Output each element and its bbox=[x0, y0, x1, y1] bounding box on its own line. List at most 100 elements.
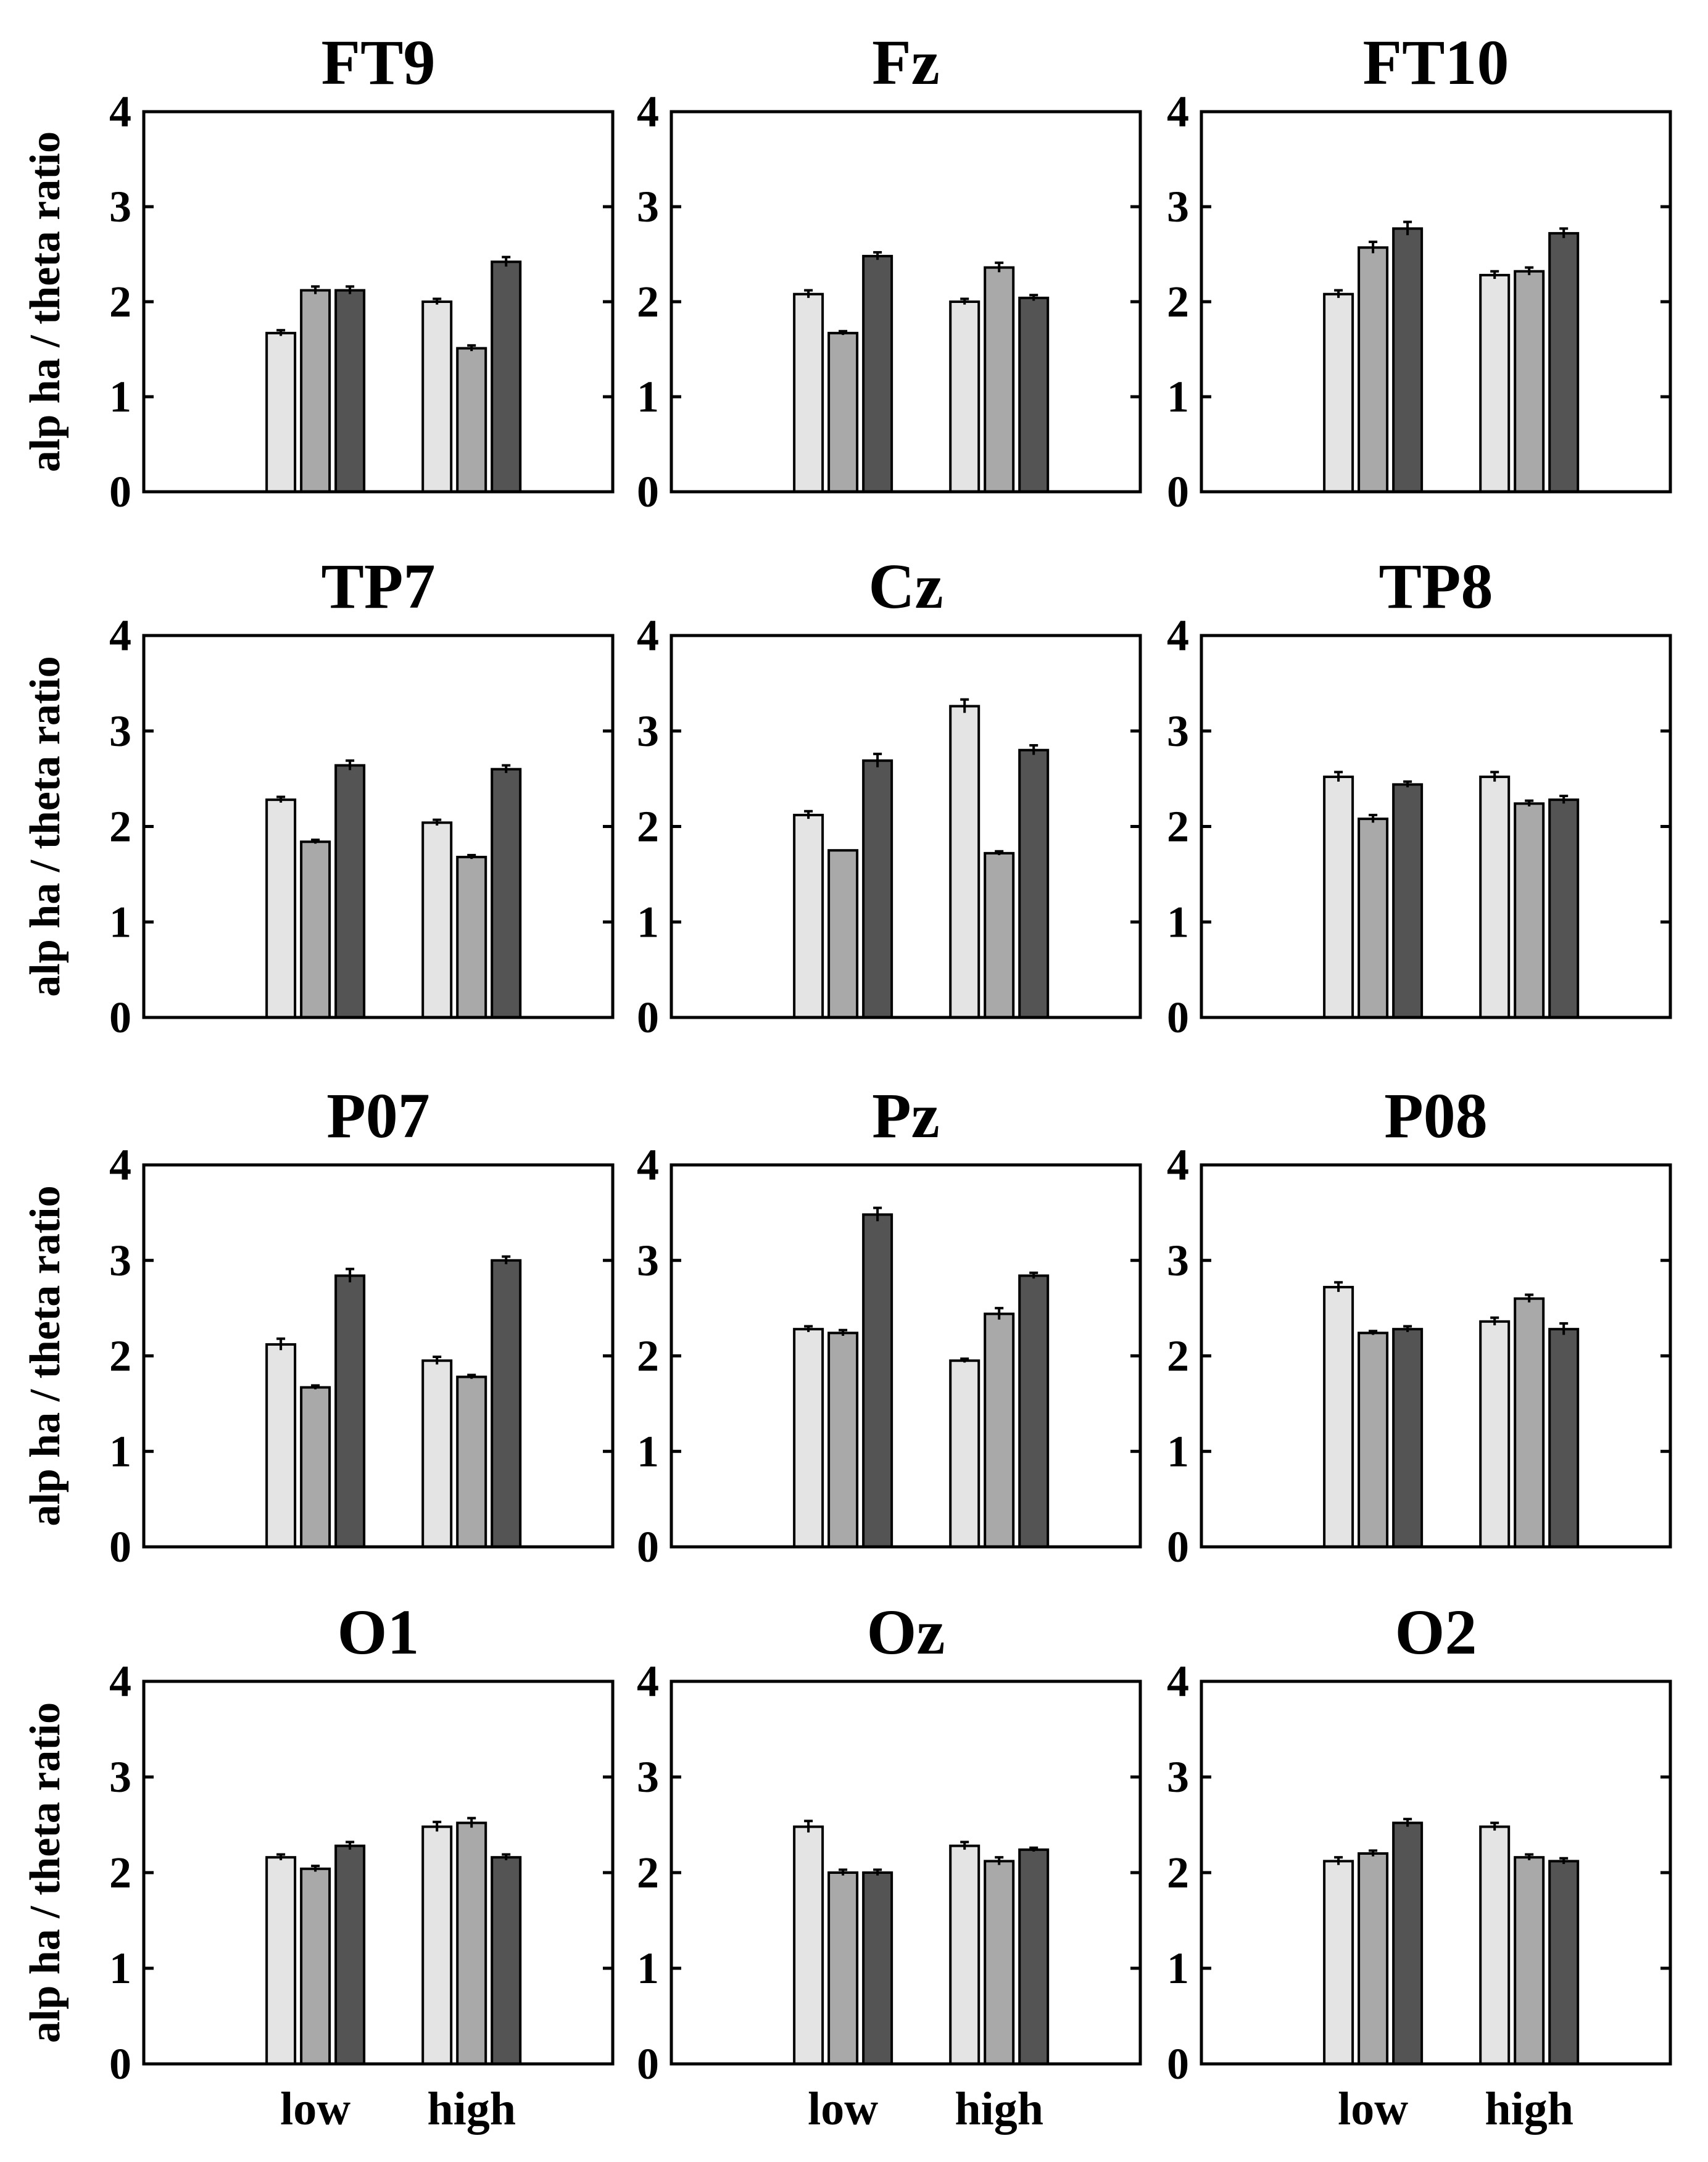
y-tick-label: 1 bbox=[637, 897, 659, 946]
y-tick-label: 3 bbox=[109, 1752, 131, 1802]
plot-frame bbox=[670, 1679, 1142, 2066]
bar bbox=[1323, 776, 1354, 1019]
y-tick-label: 2 bbox=[109, 1848, 131, 1897]
bar bbox=[949, 1359, 980, 1549]
y-tick-label: 4 bbox=[109, 611, 131, 660]
bar bbox=[491, 260, 522, 493]
plot-frame bbox=[142, 1163, 615, 1549]
bar bbox=[300, 289, 331, 493]
y-axis-label: alp ha / theta ratio bbox=[22, 1185, 69, 1526]
bar bbox=[827, 331, 859, 493]
y-tick-label: 0 bbox=[637, 1522, 659, 1572]
plot-frame bbox=[1200, 110, 1672, 494]
bar bbox=[421, 300, 453, 493]
y-tick-label: 0 bbox=[1167, 2039, 1189, 2089]
bar bbox=[265, 798, 297, 1019]
bar bbox=[1548, 1328, 1580, 1548]
y-tick-label: 4 bbox=[637, 87, 659, 136]
bar bbox=[1358, 246, 1389, 493]
bar bbox=[984, 266, 1015, 493]
bar bbox=[862, 1213, 893, 1548]
bar bbox=[1479, 273, 1511, 493]
panel-title: O2 bbox=[1395, 1597, 1477, 1668]
bar bbox=[334, 289, 366, 493]
bar bbox=[300, 1867, 331, 2066]
bar bbox=[1392, 1328, 1424, 1548]
bar bbox=[949, 1844, 980, 2066]
bar bbox=[1479, 776, 1511, 1019]
bar bbox=[1548, 1860, 1580, 2065]
bar bbox=[421, 1359, 453, 1549]
y-tick-label: 3 bbox=[1167, 1236, 1189, 1285]
bar bbox=[793, 1825, 824, 2066]
panel-title: TP7 bbox=[321, 551, 436, 622]
y-tick-label: 0 bbox=[637, 2039, 659, 2089]
panel-title: Cz bbox=[868, 551, 943, 622]
y-tick-label: 4 bbox=[1167, 87, 1189, 136]
y-tick-label: 1 bbox=[637, 1944, 659, 1993]
bar bbox=[491, 1259, 522, 1548]
y-tick-label: 4 bbox=[109, 1657, 131, 1706]
y-tick-label: 0 bbox=[1167, 467, 1189, 516]
panel-title: FT9 bbox=[321, 27, 436, 98]
plot-frame bbox=[1200, 1163, 1672, 1549]
y-tick-label: 2 bbox=[637, 1332, 659, 1381]
x-category-label: high bbox=[1485, 2083, 1573, 2135]
y-tick-label: 0 bbox=[1167, 993, 1189, 1042]
y-tick-label: 0 bbox=[637, 467, 659, 516]
y-tick-label: 1 bbox=[1167, 1427, 1189, 1476]
plot-frame bbox=[1200, 634, 1672, 1019]
bar bbox=[949, 705, 980, 1019]
y-tick-label: 2 bbox=[109, 277, 131, 326]
panel-title: TP8 bbox=[1379, 551, 1493, 622]
bar bbox=[862, 255, 893, 493]
bar bbox=[334, 764, 366, 1019]
plot-frame bbox=[142, 110, 615, 494]
bar bbox=[265, 1343, 297, 1548]
bar bbox=[300, 1386, 331, 1548]
y-tick-label: 0 bbox=[109, 1522, 131, 1572]
bar bbox=[1479, 1825, 1511, 2066]
plot-frame bbox=[1200, 1679, 1672, 2066]
bar bbox=[1358, 1852, 1389, 2065]
panel-title: P08 bbox=[1384, 1080, 1488, 1151]
panel-o2: O2 0 1 2 3 4 low high bbox=[1167, 1597, 1672, 2135]
y-tick-label: 4 bbox=[1167, 1657, 1189, 1706]
plot-frame bbox=[142, 1679, 615, 2066]
plot-frame bbox=[670, 110, 1142, 494]
panel-o1: O1 0 1 2 3 4 low high alp ha / theta ratio bbox=[22, 1597, 615, 2135]
y-tick-label: 1 bbox=[109, 1427, 131, 1476]
bar bbox=[793, 292, 824, 493]
bar bbox=[1323, 292, 1354, 493]
bar bbox=[491, 1856, 522, 2065]
bar bbox=[265, 1856, 297, 2065]
bar bbox=[793, 1328, 824, 1548]
panel-p08: P08 0 1 2 3 4 bbox=[1167, 1080, 1672, 1572]
panel-tp7: TP7 0 1 2 3 4 alp ha / theta ratio bbox=[22, 551, 615, 1042]
bar bbox=[827, 1871, 859, 2065]
y-tick-label: 3 bbox=[109, 1236, 131, 1285]
bar bbox=[456, 1821, 487, 2065]
y-tick-label: 4 bbox=[109, 87, 131, 136]
bar bbox=[1323, 1860, 1354, 2065]
y-tick-label: 4 bbox=[637, 1657, 659, 1706]
y-tick-label: 4 bbox=[109, 1140, 131, 1190]
bar bbox=[862, 1871, 893, 2065]
bar bbox=[827, 849, 859, 1019]
x-category-label: low bbox=[280, 2083, 350, 2135]
panel-fz: Fz 0 1 2 3 4 bbox=[637, 27, 1142, 516]
bar bbox=[421, 821, 453, 1019]
x-category-label: low bbox=[1338, 2083, 1408, 2135]
y-tick-label: 0 bbox=[109, 467, 131, 516]
bar bbox=[1392, 1821, 1424, 2065]
bar bbox=[1392, 783, 1424, 1019]
bar bbox=[1514, 1856, 1545, 2065]
y-tick-label: 3 bbox=[109, 706, 131, 756]
bar bbox=[984, 1312, 1015, 1548]
y-tick-label: 2 bbox=[1167, 1332, 1189, 1381]
y-tick-label: 2 bbox=[109, 1332, 131, 1381]
bar bbox=[1358, 818, 1389, 1019]
y-tick-label: 1 bbox=[637, 372, 659, 421]
bar bbox=[1514, 1297, 1545, 1548]
y-tick-label: 1 bbox=[109, 372, 131, 421]
